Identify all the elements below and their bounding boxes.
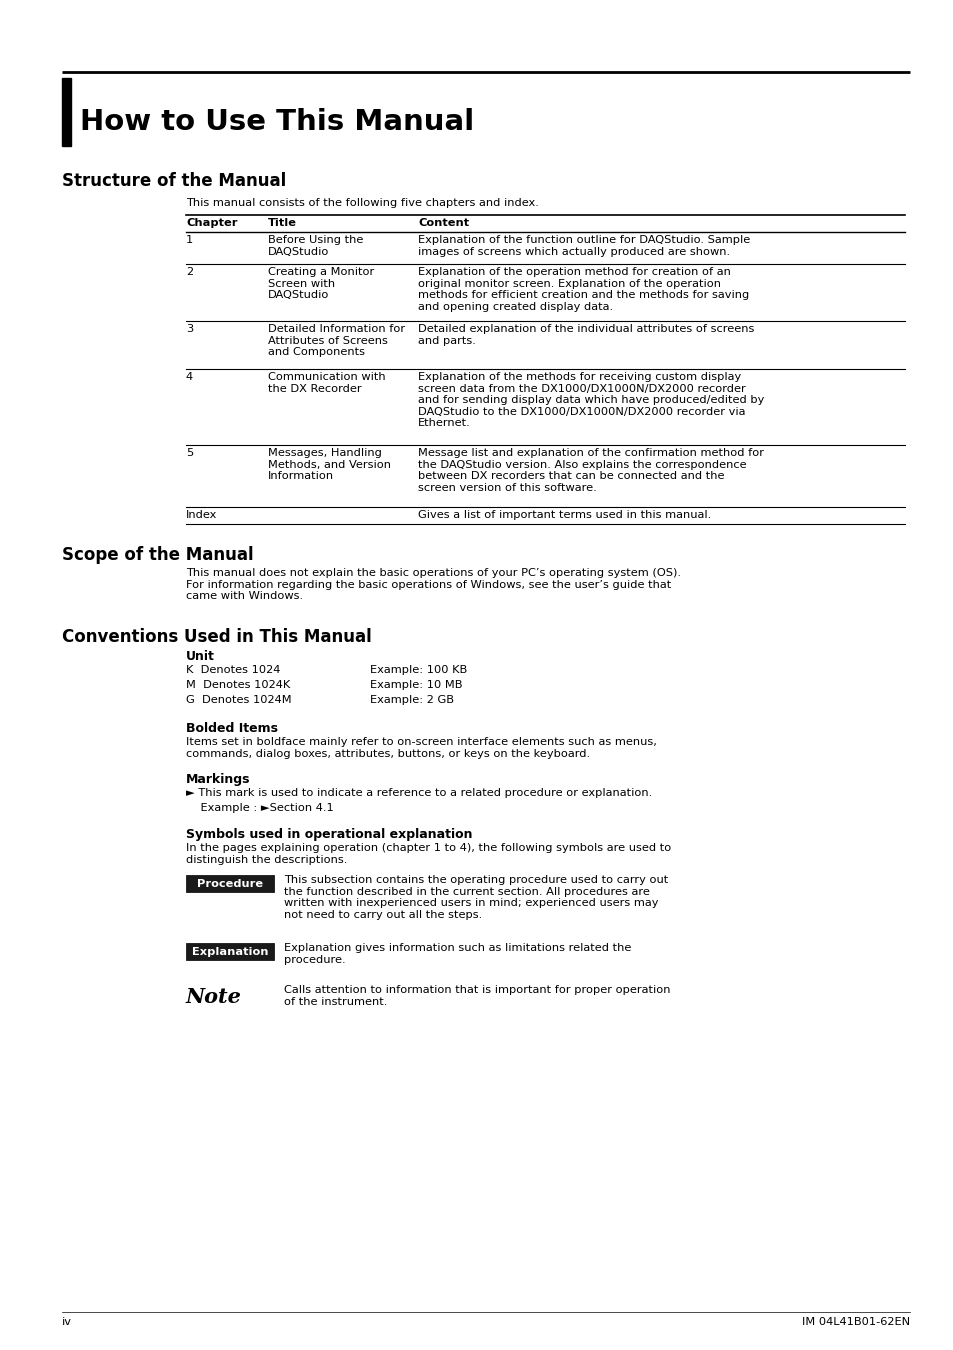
Text: Example: 10 MB: Example: 10 MB (370, 680, 462, 690)
Text: Conventions Used in This Manual: Conventions Used in This Manual (62, 628, 372, 647)
Text: Detailed Information for
Attributes of Screens
and Components: Detailed Information for Attributes of S… (268, 324, 405, 358)
Text: Example : ►Section 4.1: Example : ►Section 4.1 (186, 803, 334, 813)
Text: Procedure: Procedure (196, 879, 263, 890)
Text: iv: iv (62, 1318, 71, 1327)
Text: Structure of the Manual: Structure of the Manual (62, 171, 286, 190)
Text: 1: 1 (186, 235, 193, 244)
Text: This subsection contains the operating procedure used to carry out
the function : This subsection contains the operating p… (284, 875, 667, 919)
Text: This manual does not explain the basic operations of your PC’s operating system : This manual does not explain the basic o… (186, 568, 680, 601)
Text: IM 04L41B01-62EN: IM 04L41B01-62EN (801, 1318, 909, 1327)
Text: Explanation: Explanation (192, 946, 268, 957)
Text: Communication with
the DX Recorder: Communication with the DX Recorder (268, 373, 385, 394)
Text: This manual consists of the following five chapters and index.: This manual consists of the following fi… (186, 198, 538, 208)
Text: Explanation of the methods for receiving custom display
screen data from the DX1: Explanation of the methods for receiving… (417, 373, 763, 428)
Text: Gives a list of important terms used in this manual.: Gives a list of important terms used in … (417, 510, 711, 520)
Text: G  Denotes 1024M: G Denotes 1024M (186, 695, 292, 705)
Text: Unit: Unit (186, 649, 214, 663)
Text: How to Use This Manual: How to Use This Manual (80, 108, 474, 136)
Text: Example: 100 KB: Example: 100 KB (370, 666, 467, 675)
Text: 4: 4 (186, 373, 193, 382)
Text: 3: 3 (186, 324, 193, 333)
Bar (186, 875, 274, 892)
Text: 2: 2 (186, 267, 193, 277)
Text: Chapter: Chapter (186, 217, 237, 228)
Text: Before Using the
DAQStudio: Before Using the DAQStudio (268, 235, 363, 256)
Text: ► This mark is used to indicate a reference to a related procedure or explanatio: ► This mark is used to indicate a refere… (186, 788, 652, 798)
Text: Index: Index (186, 510, 217, 520)
Text: Example: 2 GB: Example: 2 GB (370, 695, 454, 705)
Text: Symbols used in operational explanation: Symbols used in operational explanation (186, 828, 472, 841)
Text: Explanation of the function outline for DAQStudio. Sample
images of screens whic: Explanation of the function outline for … (417, 235, 749, 256)
Text: 5: 5 (186, 448, 193, 458)
Bar (186, 944, 274, 960)
Text: Calls attention to information that is important for proper operation
of the ins: Calls attention to information that is i… (284, 986, 670, 1007)
Text: Title: Title (268, 217, 296, 228)
Text: In the pages explaining operation (chapter 1 to 4), the following symbols are us: In the pages explaining operation (chapt… (186, 842, 671, 864)
Text: M  Denotes 1024K: M Denotes 1024K (186, 680, 290, 690)
Text: Messages, Handling
Methods, and Version
Information: Messages, Handling Methods, and Version … (268, 448, 391, 481)
Text: Detailed explanation of the individual attributes of screens
and parts.: Detailed explanation of the individual a… (417, 324, 754, 346)
Text: Content: Content (417, 217, 469, 228)
Text: Explanation gives information such as limitations related the
procedure.: Explanation gives information such as li… (284, 944, 631, 965)
Text: Markings: Markings (186, 774, 251, 786)
Text: Creating a Monitor
Screen with
DAQStudio: Creating a Monitor Screen with DAQStudio (268, 267, 374, 300)
Text: Message list and explanation of the confirmation method for
the DAQStudio versio: Message list and explanation of the conf… (417, 448, 763, 493)
Text: Explanation of the operation method for creation of an
original monitor screen. : Explanation of the operation method for … (417, 267, 748, 312)
Text: K  Denotes 1024: K Denotes 1024 (186, 666, 280, 675)
Bar (62, 78, 71, 146)
Text: Note: Note (186, 987, 242, 1007)
Text: Bolded Items: Bolded Items (186, 722, 277, 734)
Text: Items set in boldface mainly refer to on-screen interface elements such as menus: Items set in boldface mainly refer to on… (186, 737, 657, 759)
Text: Scope of the Manual: Scope of the Manual (62, 545, 253, 564)
